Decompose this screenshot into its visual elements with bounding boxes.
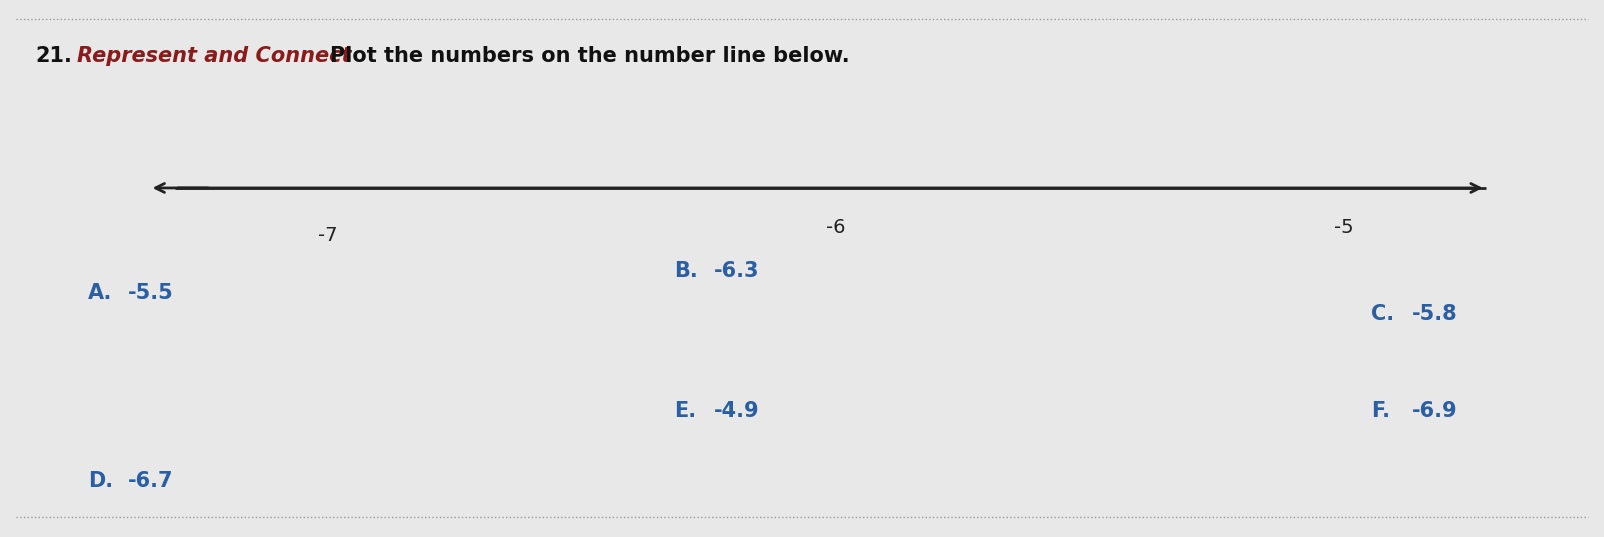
Text: A.: A. bbox=[88, 282, 112, 303]
Text: Plot the numbers on the number line below.: Plot the numbers on the number line belo… bbox=[330, 46, 850, 66]
Text: -5: -5 bbox=[1333, 218, 1354, 237]
Text: E.: E. bbox=[674, 401, 696, 421]
Text: -6.7: -6.7 bbox=[128, 470, 173, 491]
Text: -5.5: -5.5 bbox=[128, 282, 175, 303]
Text: F.: F. bbox=[1371, 401, 1391, 421]
Text: -6.9: -6.9 bbox=[1412, 401, 1456, 421]
Text: C.: C. bbox=[1371, 304, 1394, 324]
Text: 21.: 21. bbox=[35, 46, 72, 66]
Text: -6: -6 bbox=[826, 218, 845, 237]
Text: -4.9: -4.9 bbox=[714, 401, 759, 421]
Text: -5.8: -5.8 bbox=[1412, 304, 1456, 324]
Text: -7: -7 bbox=[318, 226, 337, 245]
Text: -6.3: -6.3 bbox=[714, 261, 759, 281]
Text: D.: D. bbox=[88, 470, 114, 491]
Text: Represent and Connect: Represent and Connect bbox=[77, 46, 351, 66]
Text: B.: B. bbox=[674, 261, 698, 281]
